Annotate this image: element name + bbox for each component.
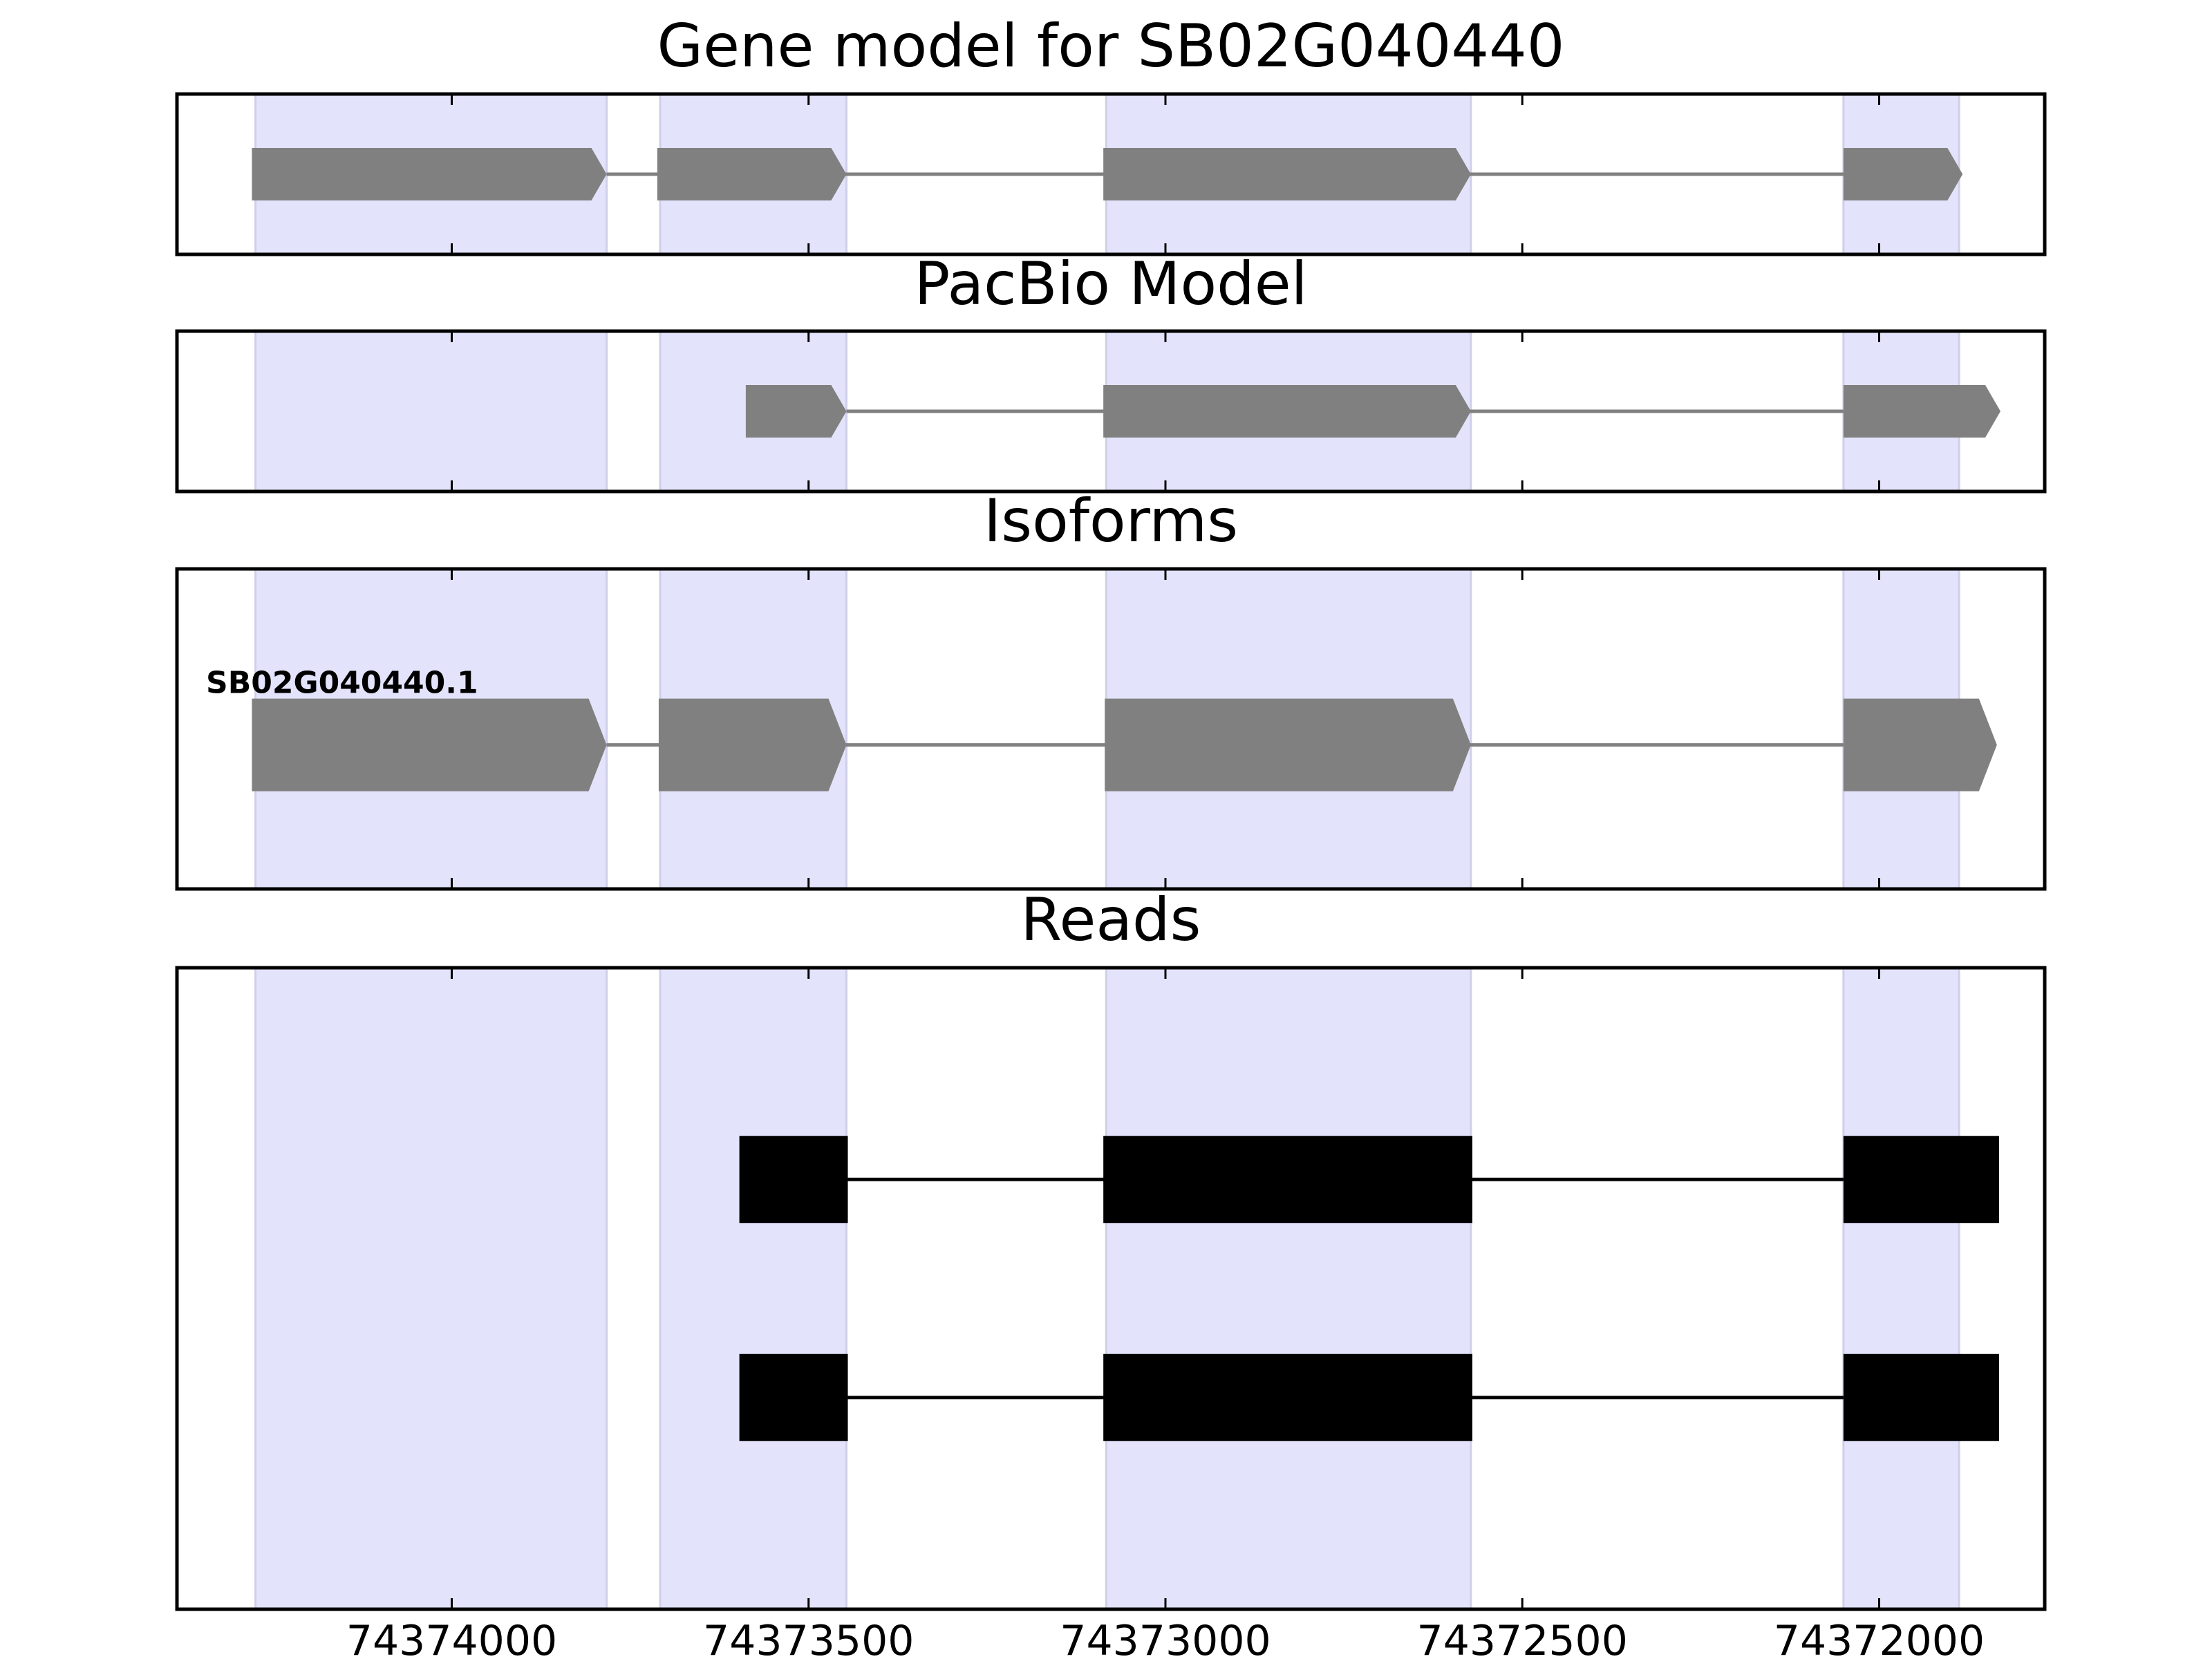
exon-block bbox=[1843, 148, 1963, 200]
exon-block bbox=[745, 385, 847, 438]
exon-shading-band bbox=[254, 330, 608, 493]
transcript-label: SB02G040440.1 bbox=[206, 666, 478, 701]
panel-reads: Reads bbox=[175, 885, 2047, 1611]
panel-gene-model: Gene model for SB02G040440 bbox=[175, 12, 2047, 256]
panel-title: PacBio Model bbox=[914, 250, 1307, 319]
panel-title: Gene model for SB02G040440 bbox=[657, 12, 1565, 81]
transcript-track: SB02G040440.1 bbox=[206, 666, 1997, 791]
exon-shading-band bbox=[659, 966, 847, 1611]
exon-shading-band bbox=[1105, 966, 1472, 1611]
panel-frame bbox=[175, 329, 2047, 494]
x-tick-label: 74373000 bbox=[1060, 1617, 1271, 1659]
exon-block bbox=[1843, 385, 2000, 438]
panel-frame bbox=[175, 92, 2047, 256]
exon-block bbox=[1103, 385, 1471, 438]
exon-block bbox=[657, 148, 847, 200]
x-tick-label: 74372500 bbox=[1417, 1617, 1628, 1659]
panel-frame bbox=[175, 966, 2047, 1611]
transcript-track bbox=[739, 1353, 1999, 1441]
exon-block bbox=[1103, 1353, 1472, 1441]
exon-shading-band bbox=[1842, 966, 1960, 1611]
exon-block bbox=[739, 1136, 848, 1224]
exon-block bbox=[252, 148, 607, 200]
exon-shading-band bbox=[254, 966, 608, 1611]
panel-title: Reads bbox=[1021, 885, 1201, 955]
panel-isoforms: Isoforms SB02G040440.1 bbox=[175, 487, 2047, 891]
x-tick-label: 74373500 bbox=[703, 1617, 914, 1659]
exon-block bbox=[1103, 1136, 1472, 1224]
exon-block bbox=[252, 698, 607, 791]
x-tick-label: 74374000 bbox=[346, 1617, 557, 1659]
transcript-track bbox=[739, 1136, 1999, 1224]
exon-block bbox=[1843, 1136, 1999, 1224]
exon-block bbox=[658, 698, 847, 791]
exon-block bbox=[1105, 698, 1471, 791]
x-axis-labels: 74374000 74373500 74373000 74372500 74372000 bbox=[346, 1617, 1985, 1659]
panel-pacbio-model: PacBio Model bbox=[175, 250, 2047, 494]
exon-block bbox=[739, 1353, 848, 1441]
exon-block bbox=[1843, 1353, 1999, 1441]
exon-block bbox=[1103, 148, 1471, 200]
transcript-track bbox=[252, 148, 1963, 200]
exon-block bbox=[1843, 698, 1997, 791]
panel-title: Isoforms bbox=[984, 487, 1238, 556]
panel-frame bbox=[175, 567, 2047, 891]
x-tick-label: 74372000 bbox=[1774, 1617, 1985, 1659]
transcript-track bbox=[745, 385, 2000, 438]
